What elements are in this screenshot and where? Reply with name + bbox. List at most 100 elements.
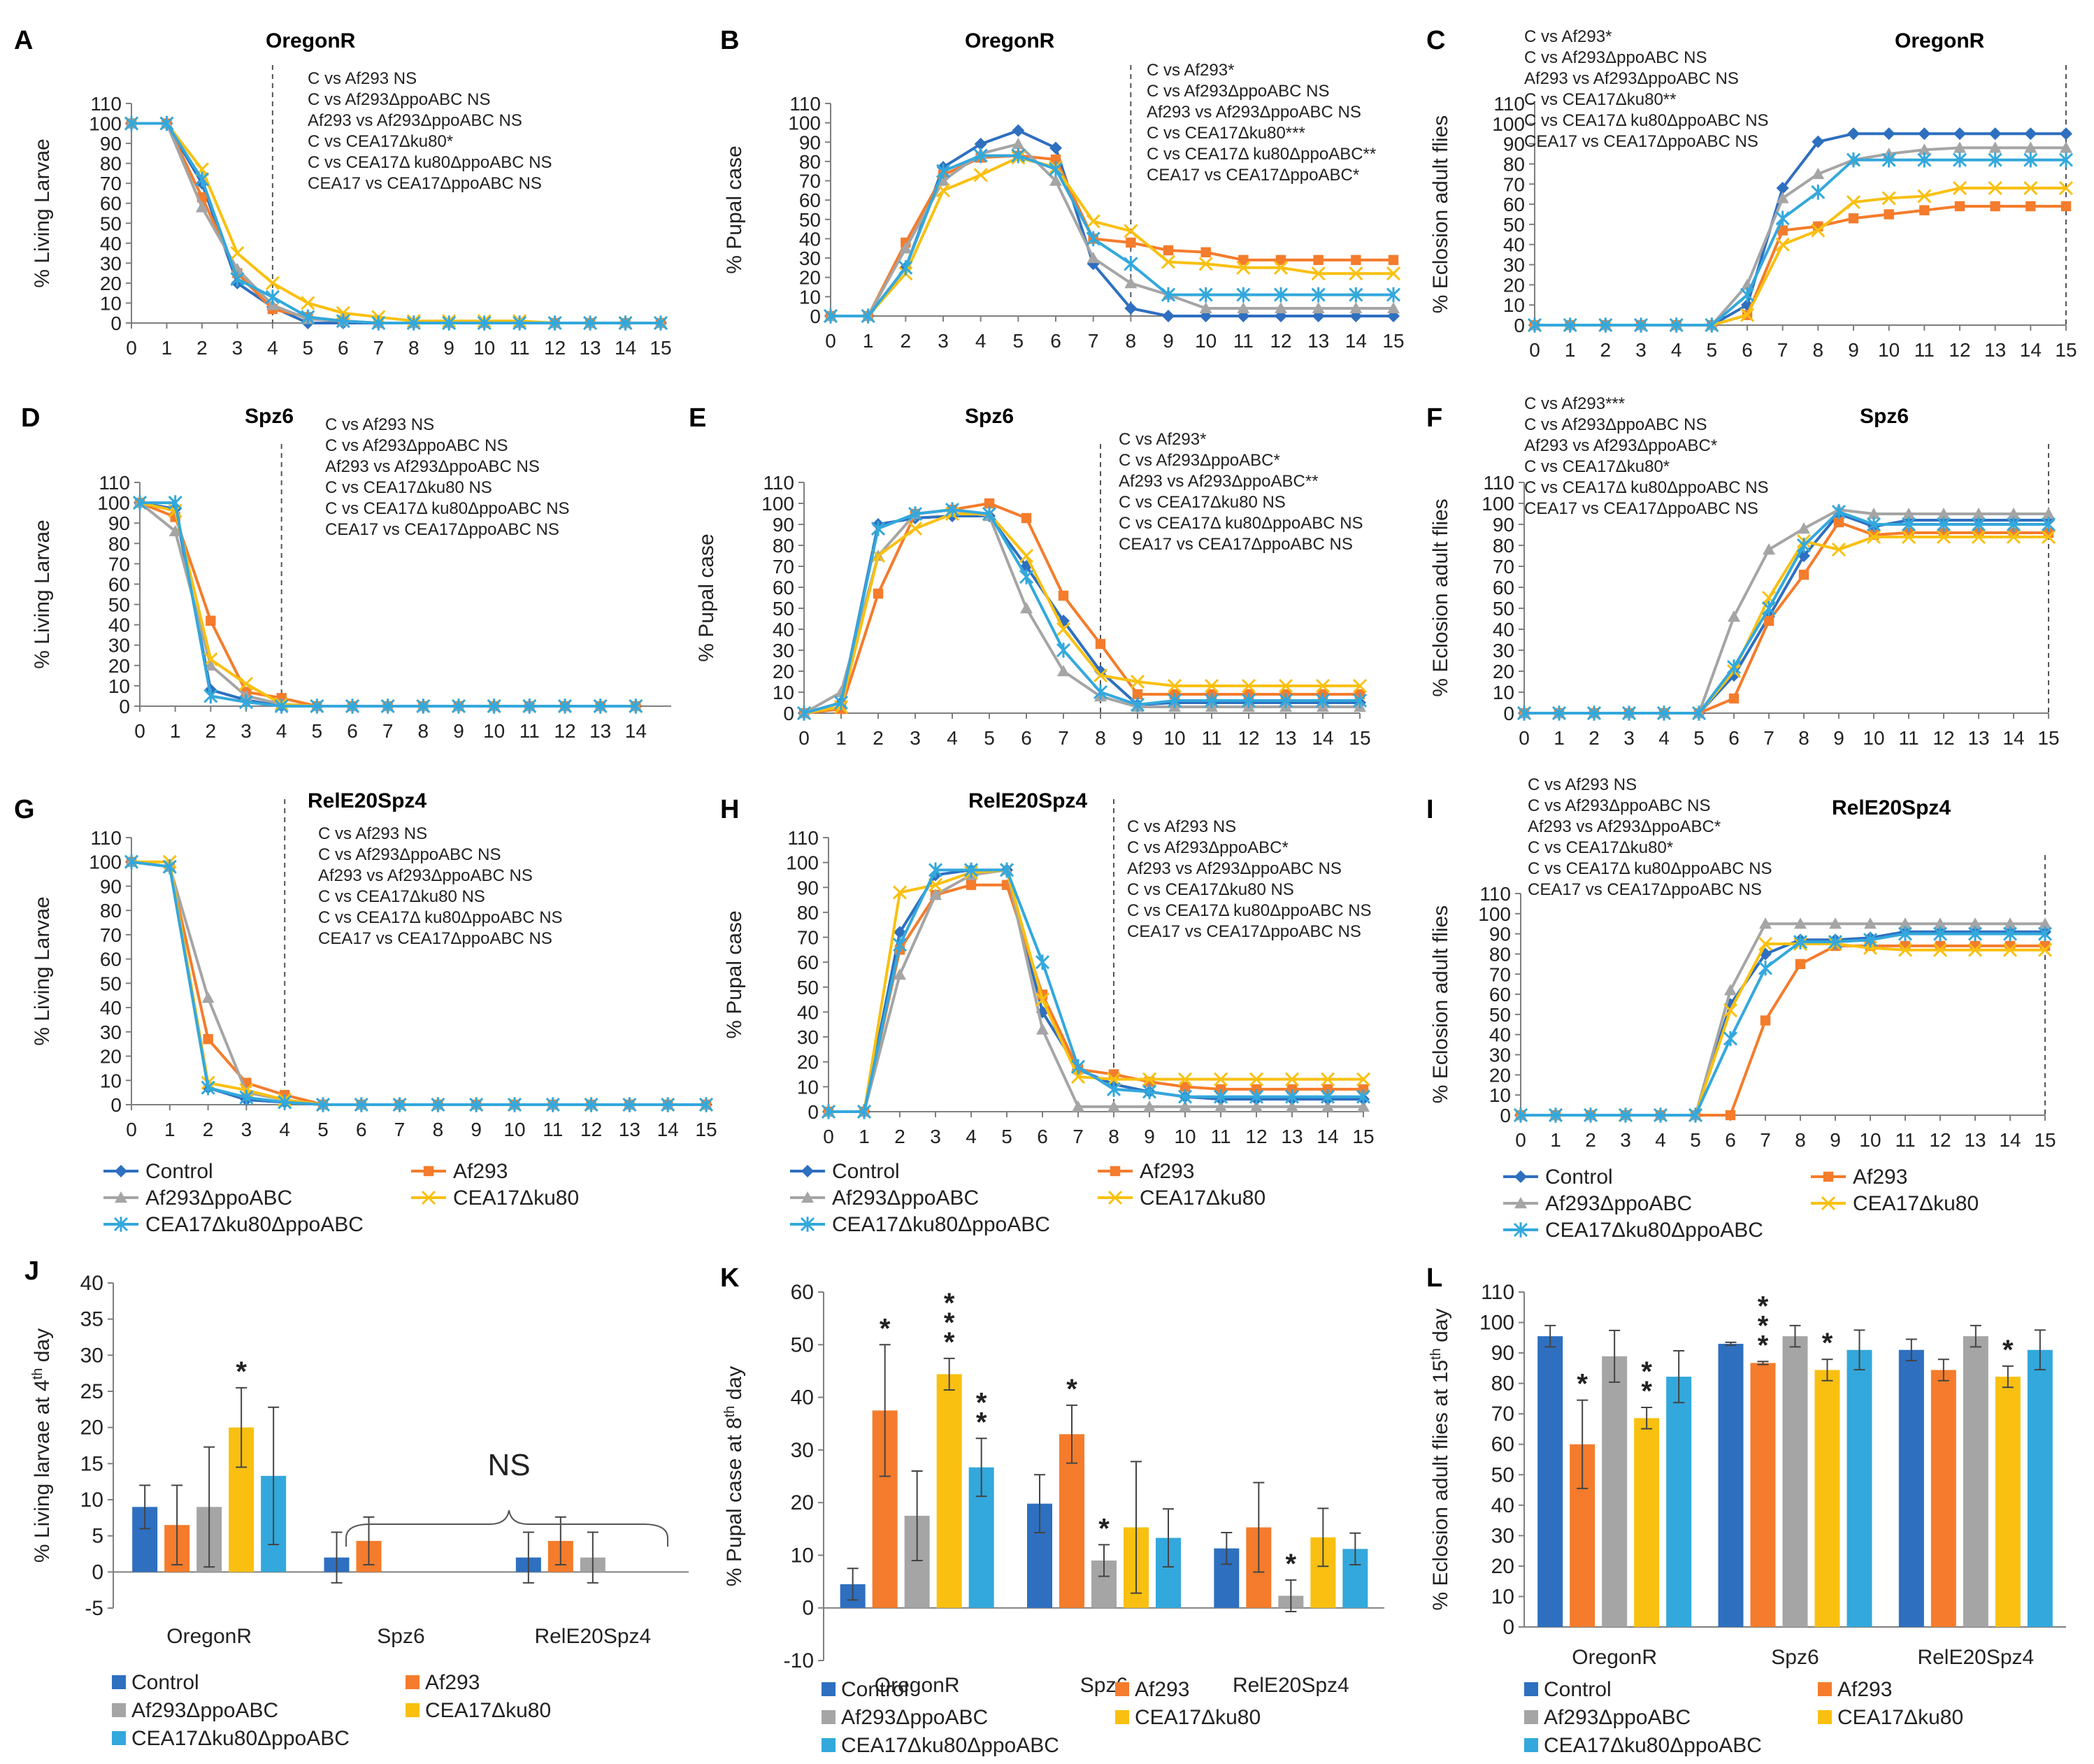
ns-label: NS bbox=[487, 1448, 530, 1482]
bar-CEA17Δku80 bbox=[1995, 1377, 2021, 1627]
y-tick-label: 0 bbox=[783, 703, 794, 724]
data-point bbox=[1132, 689, 1143, 700]
data-point bbox=[1035, 992, 1050, 1007]
y-tick-label: 80 bbox=[1489, 943, 1511, 965]
y-tick-label: 90 bbox=[1503, 134, 1525, 155]
legend-swatch bbox=[1524, 1738, 1538, 1752]
panel-letter: L bbox=[1426, 1263, 1442, 1293]
data-point bbox=[873, 588, 884, 599]
data-point bbox=[870, 521, 886, 536]
data-point bbox=[442, 315, 457, 331]
y-tick-label: 20 bbox=[799, 267, 821, 289]
significance-annotation: C vs Af293*** bbox=[1524, 394, 1625, 413]
legend-label: Af293ΔppoABC bbox=[1544, 1706, 1691, 1729]
series-line-CEA17Δku80ΔppoABC bbox=[803, 508, 1360, 715]
bar-Af293ΔppoABC bbox=[1782, 1336, 1808, 1627]
data-point bbox=[1990, 201, 2000, 212]
x-tick-label: 1 bbox=[1554, 727, 1565, 749]
data-point bbox=[1237, 301, 1250, 314]
panel-letter: B bbox=[720, 26, 739, 55]
legend-label: Af293 bbox=[1135, 1678, 1189, 1701]
significance-annotation: C vs CEA17Δ ku80ΔppoABC NS bbox=[1528, 859, 1772, 878]
data-point bbox=[1988, 180, 2002, 196]
significance-annotation: C vs Af293 NS bbox=[318, 824, 427, 843]
x-tick-label: 2 bbox=[873, 727, 884, 749]
data-point bbox=[1349, 287, 1363, 303]
bar-CEA17Δku80ΔppoABC bbox=[1666, 1377, 1692, 1627]
data-point bbox=[1758, 960, 1773, 976]
data-point bbox=[238, 694, 254, 710]
y-tick-label: 110 bbox=[90, 93, 122, 115]
y-tick-label: 20 bbox=[1489, 1064, 1511, 1086]
x-tick-label: 5 bbox=[1013, 330, 1024, 352]
panel-title: RelE20Spz4 bbox=[1832, 796, 1951, 819]
significance-annotation: C vs Af293ΔppoABC NS bbox=[325, 436, 508, 455]
x-tick-label: 0 bbox=[126, 1119, 137, 1140]
bar-Control bbox=[1898, 1349, 1924, 1627]
significance-star: * bbox=[976, 1387, 987, 1418]
data-point bbox=[1238, 254, 1249, 266]
data-point bbox=[1740, 287, 1755, 303]
y-tick-label: 60 bbox=[1489, 984, 1511, 1005]
data-point bbox=[1848, 213, 1859, 224]
bar-Control bbox=[1718, 1344, 1744, 1627]
data-point bbox=[973, 168, 988, 182]
series-line-Af293 bbox=[1524, 520, 2049, 715]
data-point bbox=[1315, 693, 1331, 708]
y-tick-label: 20 bbox=[773, 661, 794, 682]
data-point bbox=[278, 1094, 292, 1110]
data-point bbox=[661, 1097, 675, 1112]
data-point bbox=[1831, 504, 1846, 519]
series-line-Af293ΔppoABC bbox=[1524, 508, 2049, 715]
data-point bbox=[2006, 529, 2021, 545]
data-point bbox=[1759, 917, 1772, 929]
y-tick-label: 60 bbox=[108, 573, 130, 595]
y-tick-label: 110 bbox=[763, 472, 794, 494]
y-tick-label: 40 bbox=[797, 1001, 819, 1023]
x-tick-label: 15 bbox=[1352, 1126, 1374, 1147]
y-tick-label: 0 bbox=[1514, 315, 1525, 336]
significance-annotation: Af293 vs Af293ΔppoABC* bbox=[1524, 436, 1717, 455]
data-point bbox=[1586, 705, 1602, 721]
data-point bbox=[512, 315, 527, 331]
legend-marker bbox=[423, 1166, 434, 1177]
data-point bbox=[265, 275, 280, 290]
x-tick-label: 7 bbox=[373, 337, 384, 359]
significance-annotation: CEA17 vs CEA17ΔppoABC NS bbox=[1524, 499, 1758, 518]
data-point bbox=[1019, 548, 1034, 564]
significance-annotation: C vs CEA17Δ ku80ΔppoABC NS bbox=[1524, 111, 1769, 130]
y-axis-label: % Pupal case bbox=[695, 533, 718, 661]
x-tick-label: 14 bbox=[1317, 1126, 1338, 1147]
x-tick-label: 12 bbox=[1238, 727, 1259, 749]
x-tick-label: 7 bbox=[1088, 330, 1099, 352]
data-point bbox=[1349, 266, 1363, 281]
data-point bbox=[1988, 152, 2002, 168]
data-point bbox=[1811, 223, 1826, 238]
series-line-Af293ΔppoABC bbox=[803, 508, 1360, 715]
data-point bbox=[1881, 191, 1896, 206]
significance-star: * bbox=[944, 1307, 955, 1338]
data-point bbox=[1273, 260, 1289, 275]
data-point bbox=[584, 1097, 598, 1112]
significance-annotation: C vs CEA17Δ ku80ΔppoABC** bbox=[1147, 145, 1376, 164]
data-point bbox=[310, 698, 324, 714]
y-axis-label: % Living Larvae bbox=[31, 896, 54, 1045]
data-point bbox=[2023, 152, 2038, 168]
legend-label: CEA17Δku80 bbox=[453, 1186, 579, 1210]
x-tick-label: 12 bbox=[1949, 339, 1970, 361]
data-point bbox=[203, 1034, 213, 1045]
data-point bbox=[1760, 1015, 1771, 1026]
y-tick-label: 30 bbox=[791, 1439, 814, 1462]
legend-label: Control bbox=[832, 1160, 900, 1183]
legend-label: Af293ΔppoABC bbox=[131, 1699, 278, 1722]
data-point bbox=[698, 1097, 714, 1112]
y-tick-label: 100 bbox=[1492, 113, 1525, 135]
data-point bbox=[1726, 659, 1742, 675]
data-point bbox=[1932, 942, 1948, 957]
y-tick-label: 80 bbox=[100, 153, 122, 175]
x-tick-label: 7 bbox=[394, 1119, 406, 1140]
y-tick-label: 90 bbox=[797, 877, 819, 898]
